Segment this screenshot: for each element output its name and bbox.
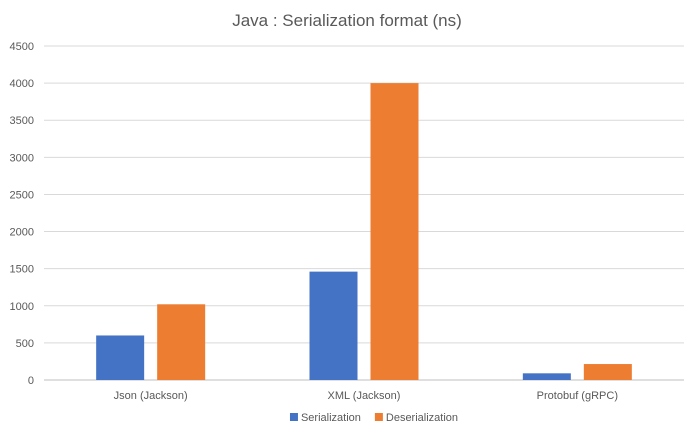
bar-deserialization-2 — [583, 364, 632, 380]
bar-serialization-2 — [522, 373, 571, 380]
y-axis-tick-labels: 0 500 1000 1500 2000 2500 3000 3500 4000 4500 — [10, 41, 34, 387]
legend-item-deserialization: Deserialization — [374, 412, 458, 424]
y-tick-label: 0 — [28, 375, 34, 387]
y-tick-label: 1000 — [10, 301, 34, 313]
y-tick-label: 4500 — [10, 41, 34, 53]
gridlines — [44, 45, 684, 381]
y-tick-label: 3500 — [10, 115, 34, 127]
y-tick-label: 500 — [16, 338, 34, 350]
x-category-label: Protobuf (gRPC) — [537, 390, 618, 402]
legend-label: Deserialization — [386, 412, 458, 424]
chart-title: Java : Serialization format (ns) — [232, 11, 462, 30]
y-tick-label: 3000 — [10, 152, 34, 164]
y-tick-label: 2500 — [10, 189, 34, 201]
y-tick-label: 4000 — [10, 78, 34, 90]
legend: Serialization Deserialization — [289, 412, 458, 424]
bar-deserialization-0 — [157, 304, 206, 380]
legend-swatch — [374, 413, 383, 421]
bar-deserialization-1 — [370, 83, 419, 380]
legend-label: Serialization — [301, 412, 361, 424]
bar-serialization-0 — [96, 335, 145, 380]
y-tick-label: 2000 — [10, 227, 34, 239]
x-axis-category-labels: Json (Jackson) XML (Jackson) Protobuf (gRP… — [114, 390, 618, 402]
x-category-label: XML (Jackson) — [328, 390, 401, 402]
x-category-label: Json (Jackson) — [114, 390, 188, 402]
bars — [96, 83, 632, 380]
legend-swatch — [289, 413, 298, 421]
bar-serialization-1 — [309, 271, 358, 380]
legend-item-serialization: Serialization — [289, 412, 361, 424]
y-tick-label: 1500 — [10, 264, 34, 276]
